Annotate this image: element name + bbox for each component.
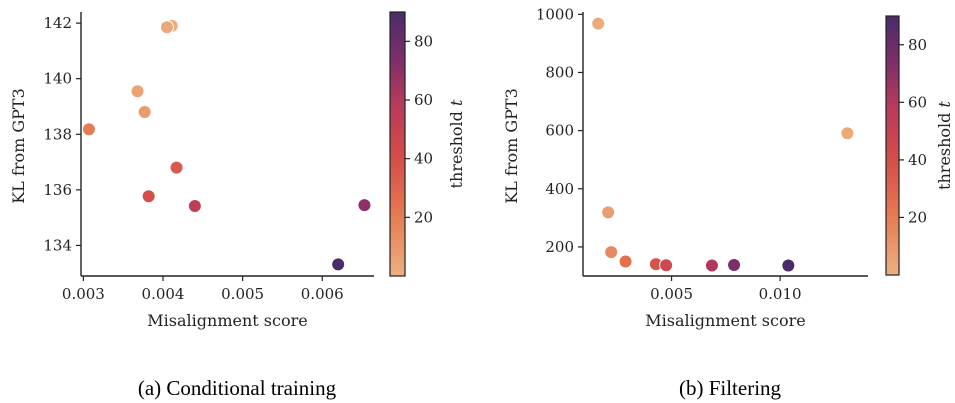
- colorbar-tick-label: 40: [414, 150, 433, 168]
- y-tick-label: 142: [43, 14, 72, 32]
- y-tick-label: 400: [545, 180, 574, 198]
- colorbar-tick-label: 60: [908, 93, 927, 111]
- y-axis-label: KL from GPT3: [502, 88, 521, 204]
- y-tick-label: 136: [43, 181, 72, 199]
- x-tick-label: 0.003: [62, 285, 105, 303]
- scatter-point: [660, 259, 673, 272]
- x-axis-label: Misalignment score: [645, 311, 805, 330]
- caption-conditional-training: (a) Conditional training: [138, 376, 336, 401]
- x-axis-label: Misalignment score: [147, 311, 307, 330]
- colorbar-tick-label: 20: [414, 208, 433, 226]
- scatter-point: [705, 259, 718, 272]
- colorbar-tick-label: 60: [414, 91, 433, 109]
- y-tick-label: 600: [545, 122, 574, 140]
- colorbar: [390, 12, 405, 276]
- panel-conditional-training: 134 136 138 140 142 0.003 0.004 0.005 0.006 Misal…: [9, 12, 466, 330]
- y-tick-label: 200: [545, 238, 574, 256]
- y-axis-label: KL from GPT3: [9, 88, 28, 204]
- x-tick-label: 0.010: [759, 285, 802, 303]
- scatter-point: [160, 21, 173, 34]
- scatter-point: [358, 199, 371, 212]
- y-tick-label: 140: [43, 70, 72, 88]
- panel-filtering: 200 400 600 800 1000 0.005 0.010 Misalignment s…: [502, 5, 954, 330]
- colorbar: [886, 16, 899, 275]
- scatter-point: [188, 199, 201, 212]
- colorbar-tick-label: 20: [908, 208, 927, 226]
- colorbar-tick-label: 40: [908, 151, 927, 169]
- scatter-point: [142, 190, 155, 203]
- y-tick-label: 800: [545, 63, 574, 81]
- scatter-point: [782, 259, 795, 272]
- scatter-point: [592, 17, 605, 30]
- colorbar-tick-label: 80: [908, 36, 927, 54]
- colorbar-tick-label: 80: [414, 32, 433, 50]
- y-tick-label: 1000: [536, 5, 574, 23]
- scatter-point: [619, 255, 632, 268]
- x-tick-label: 0.005: [650, 285, 693, 303]
- caption-filtering: (b) Filtering: [679, 376, 781, 401]
- x-tick-label: 0.005: [221, 285, 264, 303]
- y-tick-label: 134: [43, 236, 72, 254]
- scatter-point: [170, 161, 183, 174]
- scatter-point: [82, 123, 95, 136]
- scatter-point: [605, 246, 618, 259]
- scatter-point: [728, 258, 741, 271]
- scatter-point: [841, 127, 854, 140]
- x-tick-label: 0.004: [142, 285, 185, 303]
- y-tick-label: 138: [43, 125, 72, 143]
- colorbar-label: threshold t: [935, 100, 954, 189]
- scatter-point: [332, 258, 345, 271]
- x-tick-label: 0.006: [301, 285, 344, 303]
- scatter-point: [138, 106, 151, 119]
- scatter-point: [131, 85, 144, 98]
- scatter-point: [602, 206, 615, 219]
- colorbar-label: threshold t: [447, 99, 466, 188]
